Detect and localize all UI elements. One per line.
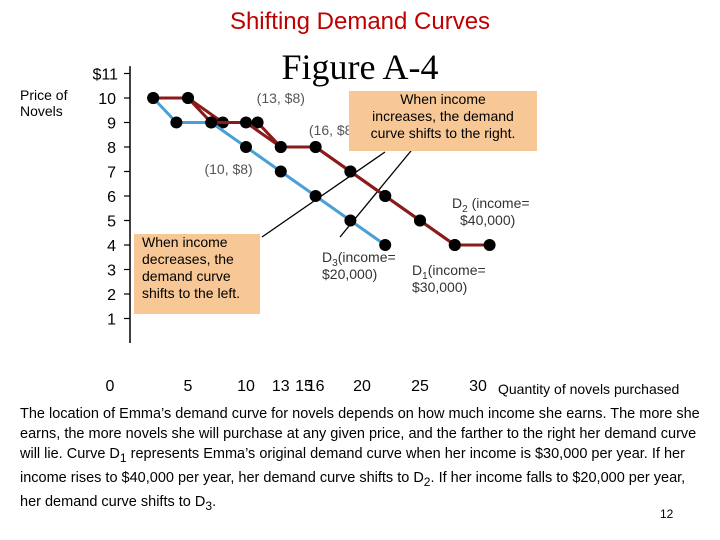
curve-label-d3-note: (income= <box>338 249 396 265</box>
data-point-d3 <box>344 214 357 227</box>
curve-label-d2-note2: $40,000) <box>460 212 515 228</box>
curve-label-d2-name: D <box>452 195 462 211</box>
caption-sub2: 2 <box>423 474 431 489</box>
curve-label-d1-note2: $30,000) <box>412 279 467 295</box>
data-point-d3 <box>379 239 392 251</box>
x-tick-label: 5 <box>184 378 193 395</box>
data-point-d3 <box>274 165 287 178</box>
note-income-increase: When income increases, the demand curve … <box>349 91 537 151</box>
y-axis-title-line2: Novels <box>20 103 63 119</box>
caption-part3: . If her income falls to $20,000 per yea… <box>20 469 686 510</box>
y-tick-label: 8 <box>107 140 116 157</box>
curve-label-d3: D3(income= <box>322 249 396 269</box>
slide-title: Shifting Demand Curves <box>229 8 491 35</box>
data-point-d2 <box>379 190 392 202</box>
x-tick-label: 25 <box>411 378 429 395</box>
data-point-d3 <box>309 190 322 202</box>
data-point-d3 <box>170 116 183 129</box>
x-tick-label: 10 <box>237 378 255 395</box>
y-tick-label: $11 <box>92 67 118 84</box>
data-point-d2 <box>240 116 252 129</box>
data-point-d3 <box>147 92 160 104</box>
y-tick-label: 6 <box>107 189 116 206</box>
y-tick-label: 4 <box>107 238 116 255</box>
point-annotation: (16, $8) <box>309 122 357 138</box>
x-tick-label: 30 <box>469 378 487 395</box>
caption-sub3: 3 <box>205 498 213 513</box>
data-point-d3 <box>205 116 218 129</box>
y-tick-label: 7 <box>107 165 116 182</box>
y-tick-label: 5 <box>107 214 116 231</box>
y-tick-label: 3 <box>107 263 116 280</box>
note-left-line3: demand curve <box>142 268 231 284</box>
note-right-line2: increases, the demand <box>372 108 514 124</box>
x-tick-label: 20 <box>353 378 371 395</box>
curve-label-d2-note: (income= <box>468 195 530 211</box>
data-point-d2 <box>414 214 426 227</box>
y-tick-label: 1 <box>107 312 116 329</box>
curve-label-d3-note2: $20,000) <box>322 266 377 282</box>
curve-label-d1-note: (income= <box>428 262 486 278</box>
figure-label: Figure A-4 <box>281 47 439 87</box>
y-tick-label: 10 <box>98 91 116 108</box>
y-tick-label: 9 <box>107 116 116 133</box>
data-point-d2 <box>483 239 496 251</box>
note-income-decrease: When income decreases, the demand curve … <box>134 234 260 314</box>
x-tick-label: 15 <box>295 378 313 395</box>
caption-sub1: 1 <box>119 450 127 465</box>
point-annotation: (13, $8) <box>257 90 305 106</box>
y-tick-label: 2 <box>107 287 116 304</box>
curve-label-d3-name: D <box>322 249 332 265</box>
series-line-d2 <box>186 96 490 247</box>
page-number: 12 <box>660 507 674 521</box>
caption-part1: The location of Emma’s demand curve for … <box>20 406 700 462</box>
y-axis-title-line1: Price of <box>20 87 68 103</box>
caption-part2: represents Emma’s original demand curve … <box>20 446 685 486</box>
x-tick-label: 13 <box>272 378 290 395</box>
note-right-line3: curve shifts to the right. <box>370 125 516 141</box>
data-point-d2 <box>448 239 461 251</box>
note-left-line1: When income <box>142 234 228 250</box>
data-point-d2 <box>309 141 322 153</box>
data-point-d3 <box>240 141 252 153</box>
curve-label-d2: D2 (income= <box>452 195 530 215</box>
note-left-line2: decreases, the <box>142 251 234 267</box>
data-point-d1 <box>251 116 264 129</box>
data-point-d2 <box>344 165 357 178</box>
curve-label-d3-sub: 3 <box>332 258 338 269</box>
data-point-d2 <box>182 92 194 104</box>
curve-label-d2-sub: 2 <box>462 204 468 215</box>
curve-label-d1-name: D <box>412 262 422 278</box>
caption: The location of Emma’s demand curve for … <box>20 404 710 516</box>
caption-part4: . <box>212 493 217 510</box>
x-axis-title: Quantity of novels purchased <box>498 381 680 397</box>
x-tick-label: 0 <box>106 378 115 395</box>
curve-label-d1: D1(income= <box>412 262 486 282</box>
x-tick-label: 16 <box>307 378 325 395</box>
leader-line <box>261 151 386 238</box>
y-axis-title: Price of Novels <box>20 87 67 119</box>
data-point-d2 <box>274 141 287 153</box>
point-annotation: (10, $8) <box>204 161 252 177</box>
curve-label-d1-sub: 1 <box>422 271 428 282</box>
note-left-line4: shifts to the left. <box>142 285 241 301</box>
note-right-line1: When income <box>400 91 486 107</box>
